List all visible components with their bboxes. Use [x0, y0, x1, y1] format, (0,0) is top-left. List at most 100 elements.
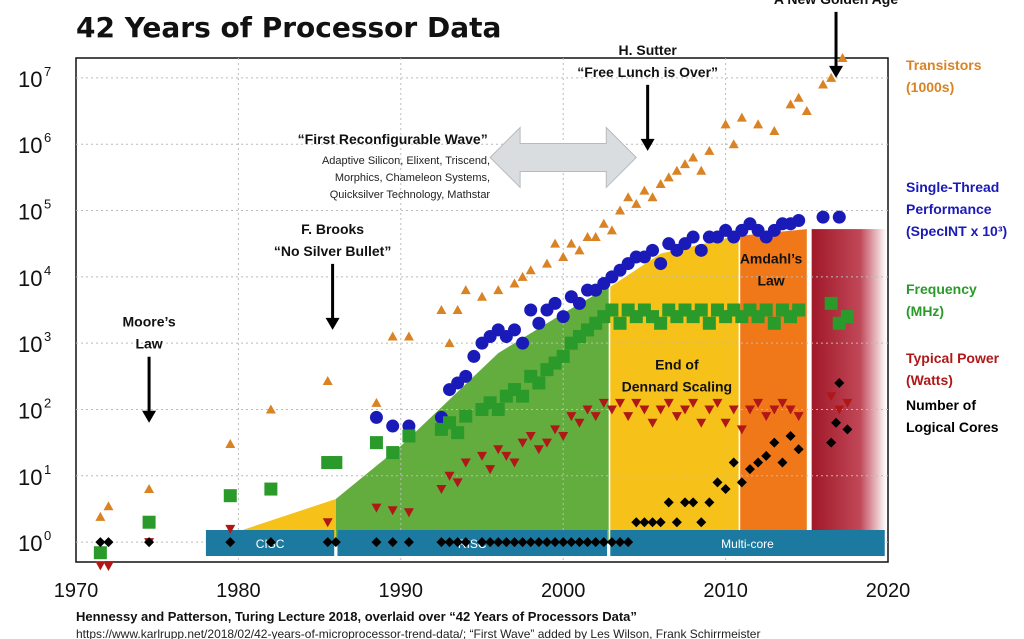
data-point — [95, 561, 106, 571]
legend: Transistors (1000s) Single-Thread Performan… — [906, 57, 1007, 435]
data-marks — [93, 53, 854, 571]
data-point — [452, 537, 463, 548]
data-point — [371, 503, 382, 513]
data-point — [785, 405, 796, 415]
data-point — [507, 323, 521, 337]
data-point — [550, 537, 561, 548]
data-point — [606, 225, 617, 235]
data-point — [322, 537, 333, 548]
legend-entry-text: (SpecINT x 10³) — [906, 223, 1007, 239]
data-point — [491, 402, 505, 416]
data-point — [386, 419, 400, 433]
y-tick-label: 10 — [18, 67, 42, 92]
first-wave-company-line: Adaptive Silicon, Elixent, Triscend, — [322, 155, 490, 167]
data-point — [590, 232, 601, 242]
data-point — [816, 210, 830, 224]
data-point — [671, 517, 682, 528]
data-point — [793, 92, 804, 102]
y-tick-exponent: 3 — [44, 329, 51, 344]
data-point — [777, 457, 788, 468]
data-point — [369, 436, 383, 450]
annotation-text: Dennard Scaling — [622, 379, 732, 395]
data-point — [369, 410, 383, 424]
double-arrow-icon — [489, 126, 637, 189]
data-point — [623, 412, 634, 422]
down-arrow-icon — [142, 410, 157, 423]
x-tick-label: 2020 — [866, 580, 911, 602]
data-point — [826, 72, 837, 82]
data-point — [558, 251, 569, 261]
data-point — [548, 296, 562, 310]
data-point — [826, 392, 837, 402]
data-point — [590, 537, 601, 548]
data-point — [493, 285, 504, 295]
data-point — [517, 271, 528, 281]
legend-entry-text: Single-Thread — [906, 179, 999, 195]
data-point — [720, 119, 731, 129]
data-point — [460, 537, 471, 548]
data-point — [680, 159, 690, 169]
data-point — [623, 192, 634, 202]
data-point — [753, 119, 764, 129]
annotation-text: Law — [757, 273, 784, 289]
data-point — [477, 291, 487, 301]
data-point — [517, 438, 528, 448]
data-point — [93, 546, 107, 560]
data-point — [753, 457, 764, 468]
annotation-text: Amdahl’s — [740, 251, 803, 267]
data-point — [566, 238, 577, 248]
first-wave-heading: “First Reconfigurable Wave” — [298, 131, 488, 147]
legend-entry-text: (Watts) — [906, 372, 953, 388]
data-point — [460, 458, 471, 468]
annotation-text: Moore’s — [123, 314, 176, 330]
data-point — [655, 405, 666, 415]
data-point — [225, 537, 236, 548]
data-point — [566, 412, 577, 422]
data-point — [801, 106, 812, 116]
data-point — [761, 412, 772, 422]
data-point — [452, 478, 463, 488]
legend-entry-text: Typical Power — [906, 350, 1000, 366]
x-tick-label: 1980 — [216, 580, 261, 602]
data-point — [759, 303, 773, 317]
data-point — [582, 537, 593, 548]
data-point — [574, 418, 585, 428]
data-point — [451, 426, 465, 440]
data-point — [444, 537, 455, 548]
data-point — [704, 405, 715, 415]
data-point — [387, 537, 398, 548]
data-point — [525, 265, 536, 275]
data-point — [403, 537, 414, 548]
legend-entry-text: (MHz) — [906, 303, 944, 319]
y-tick-exponent: 5 — [44, 197, 51, 212]
annotation-text: End of — [655, 357, 699, 373]
data-point — [459, 369, 473, 383]
x-tick-label: 2010 — [703, 580, 748, 602]
data-point — [225, 438, 236, 448]
data-point — [663, 497, 674, 508]
data-point — [509, 537, 520, 548]
data-point — [631, 198, 642, 208]
data-point — [485, 465, 496, 475]
data-point — [654, 316, 668, 330]
data-point — [639, 405, 650, 415]
data-point — [598, 537, 609, 548]
data-point — [443, 416, 457, 430]
data-point — [371, 397, 382, 407]
data-point — [142, 515, 156, 529]
legend-entry-text: Performance — [906, 201, 992, 217]
legend-entry-text: Frequency — [906, 281, 977, 297]
data-point — [460, 285, 471, 295]
x-tick-label: 1970 — [54, 580, 99, 602]
data-point — [824, 296, 838, 310]
data-point — [736, 477, 747, 488]
down-arrow-icon — [325, 317, 340, 330]
data-point — [493, 537, 504, 548]
data-point — [613, 316, 627, 330]
x-tick-label: 1990 — [379, 580, 424, 602]
data-point — [477, 451, 487, 461]
legend-entry-text: (1000s) — [906, 79, 954, 95]
data-point — [444, 471, 455, 481]
y-tick-exponent: 4 — [44, 263, 51, 278]
data-point — [403, 331, 414, 341]
